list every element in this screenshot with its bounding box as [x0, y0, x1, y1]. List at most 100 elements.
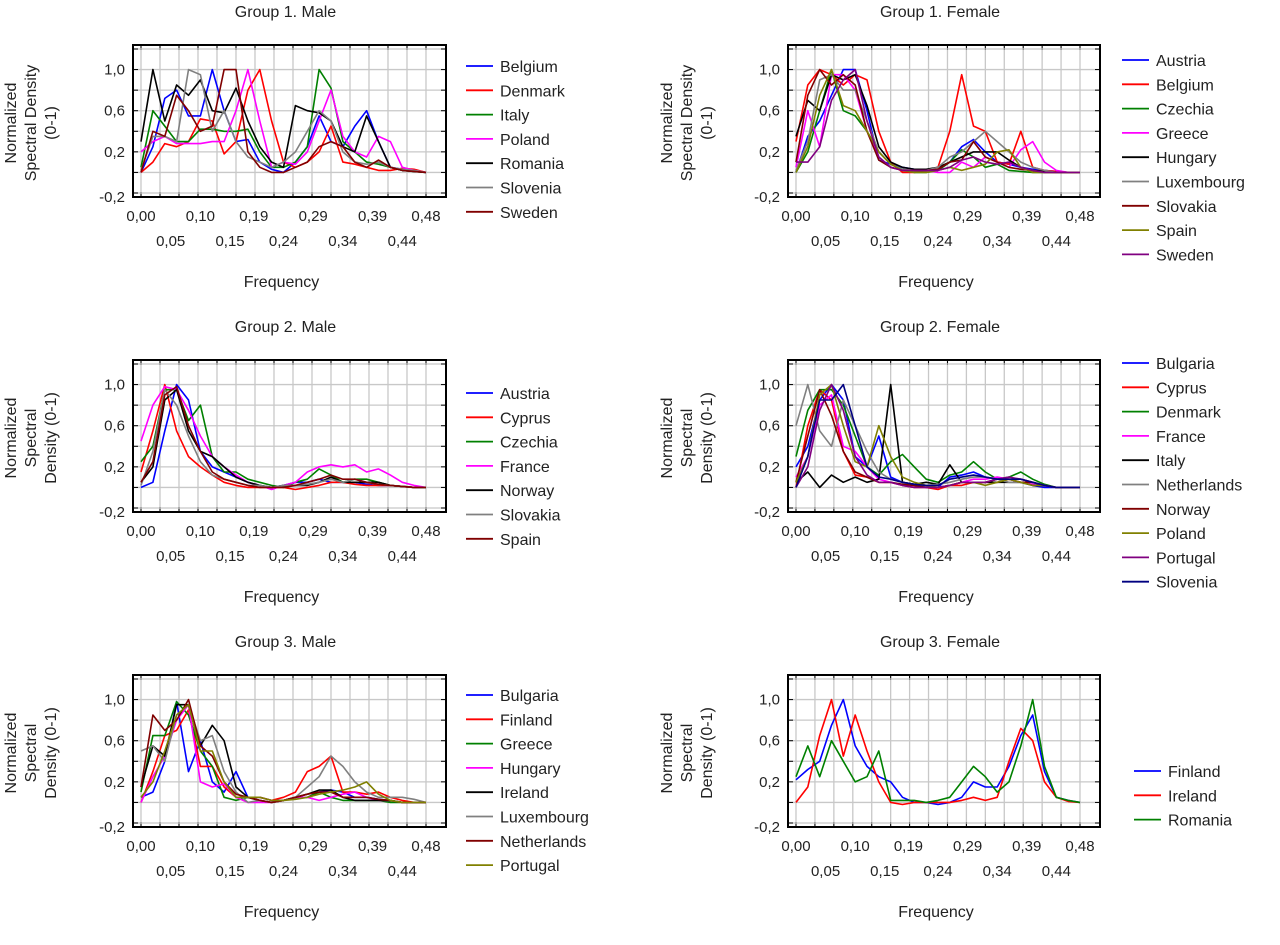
y-axis-label: Spectral — [679, 409, 696, 468]
x-tick-label: 0,44 — [1042, 863, 1071, 880]
x-tick-label: 0,10 — [186, 838, 215, 855]
legend-item-slovakia: Slovakia — [466, 508, 561, 525]
grid — [133, 675, 446, 827]
x-tick-label: 0,29 — [299, 838, 328, 855]
series-line-belgium — [140, 68, 427, 174]
series-line-denmark — [795, 388, 1080, 489]
x-tick-label: 0,24 — [923, 863, 952, 880]
x-tick-label: 0,24 — [269, 863, 298, 880]
legend-item-belgium: Belgium — [1122, 77, 1214, 94]
y-tick-label: 0,2 — [104, 459, 125, 476]
y-tick-label: -0,2 — [754, 504, 780, 521]
series-line-czechia — [140, 388, 426, 489]
x-tick-label: 0,48 — [1065, 838, 1094, 855]
x-tick-label: 0,39 — [358, 208, 387, 225]
x-tick-label: 0,15 — [215, 863, 244, 880]
legend-item-ireland: Ireland — [466, 785, 549, 802]
legend-item-cyprus: Cyprus — [466, 410, 551, 427]
legend-item-poland: Poland — [466, 132, 550, 149]
chart-panel-g2f: Group 2. Female -0,2 0,2 0,6 1,0 0,00 0,10 0,19… — [640, 315, 1280, 630]
x-tick-label: 0,00 — [126, 208, 155, 225]
legend-item-cyprus: Cyprus — [1122, 380, 1207, 397]
y-tick-label: 0,2 — [759, 459, 780, 476]
legend-label: Czechia — [500, 435, 558, 452]
x-axis-label: Frequency — [898, 904, 974, 921]
x-tick-label: 0,05 — [811, 863, 840, 880]
chart-svg: Group 3. Female -0,2 0,2 0,6 1,0 0,00 0,10 0,19… — [659, 634, 1232, 921]
legend-item-denmark: Denmark — [466, 83, 566, 100]
y-axis-label: Density (0-1) — [43, 392, 60, 484]
x-tick-label: 0,00 — [781, 838, 810, 855]
x-tick-label: 0,15 — [870, 863, 899, 880]
legend-item-italy: Italy — [1122, 453, 1185, 470]
legend: Belgium Denmark Italy Poland Romania Slovenia… — [466, 59, 566, 222]
legend-item-norway: Norway — [1122, 502, 1210, 519]
chart-svg: Group 2. Male-0,20,20,61,00,00 0,10 0,19 0,… — [3, 319, 561, 606]
plot-frame — [132, 359, 447, 513]
y-tick-label: -0,2 — [754, 189, 780, 206]
legend-label: Cyprus — [1156, 380, 1207, 397]
legend-label: Bulgaria — [1156, 356, 1215, 373]
series-line-slovakia — [140, 388, 426, 489]
x-axis-label: Frequency — [244, 274, 320, 291]
y-axis-label: (0-1) — [43, 106, 60, 140]
y-axis-label: Normalized — [3, 83, 20, 164]
y-axis-label: Normalized — [3, 398, 20, 479]
legend-item-portugal: Portugal — [1122, 550, 1216, 567]
legend-label: Slovakia — [1156, 199, 1217, 216]
legend: Bulgaria Cyprus Denmark France Italy Netherla… — [1122, 356, 1242, 592]
x-tick-label: 0,34 — [328, 548, 357, 565]
x-tick-label: 0,29 — [953, 523, 982, 540]
series-line-cyprus — [140, 383, 426, 491]
x-tick-label: 0,19 — [894, 838, 923, 855]
x-tick-label: 0,44 — [388, 548, 417, 565]
x-tick-label: 0,39 — [358, 523, 387, 540]
y-tick-label: 1,0 — [759, 692, 780, 709]
legend-label: Portugal — [1156, 550, 1216, 567]
legend-item-denmark: Denmark — [1122, 405, 1222, 422]
legend: Finland Ireland Romania — [1134, 764, 1232, 830]
x-tick-label: 0,29 — [299, 208, 328, 225]
x-tick-label: 0,19 — [239, 838, 268, 855]
y-tick-label: 1,0 — [759, 62, 780, 79]
legend-item-czechia: Czechia — [466, 435, 558, 452]
y-axis-label: Density (0-1) — [43, 707, 60, 799]
y-tick-label: 0,6 — [759, 733, 780, 750]
chart-svg: Group 1. Female -0,2 0,2 0,6 1,0 0,00 0,10 0,19… — [659, 4, 1245, 291]
x-tick-label: 0,24 — [923, 548, 952, 565]
legend-label: Norway — [1156, 502, 1210, 519]
legend-item-hungary: Hungary — [466, 761, 560, 778]
y-tick-label: 0,2 — [104, 774, 125, 791]
series-line-finland — [795, 698, 1081, 806]
chart-panel-g3f: Group 3. Female -0,2 0,2 0,6 1,0 0,00 0,10 0,19… — [640, 630, 1280, 945]
x-tick-label: 0,48 — [411, 523, 440, 540]
legend-label: Slovakia — [500, 508, 561, 525]
x-tick-label: 0,44 — [1042, 233, 1071, 250]
y-tick-label: -0,2 — [99, 819, 125, 836]
legend-label: Luxembourg — [1156, 175, 1245, 192]
x-axis-label: Frequency — [898, 589, 974, 606]
legend-item-slovenia: Slovenia — [1122, 575, 1217, 592]
legend-item-greece: Greece — [466, 737, 553, 754]
legend-item-austria: Austria — [1122, 53, 1206, 70]
legend-label: Spain — [1156, 223, 1197, 240]
chart-svg: Group 2. Female -0,2 0,2 0,6 1,0 0,00 0,10 0,19… — [659, 319, 1242, 606]
legend-label: Slovenia — [500, 181, 561, 198]
x-tick-label: 0,15 — [215, 548, 244, 565]
series-line-luxembourg — [795, 73, 1080, 174]
legend-label: Greece — [500, 737, 553, 754]
x-tick-label: 0,48 — [1065, 208, 1094, 225]
chart-title: Group 3. Male — [235, 634, 336, 651]
x-tick-label: 0,34 — [328, 863, 357, 880]
y-axis-label: Normalized — [659, 398, 676, 479]
x-tick-label: 0,10 — [186, 208, 215, 225]
y-tick-label: 0,6 — [104, 733, 125, 750]
y-axis-label: Normalized — [659, 83, 676, 164]
x-tick-label: 0,05 — [156, 863, 185, 880]
y-tick-label: 0,2 — [104, 144, 125, 161]
series-line-sweden — [140, 68, 427, 174]
x-tick-label: 0,48 — [411, 838, 440, 855]
x-tick-label: 0,00 — [781, 208, 810, 225]
chart-title: Group 3. Female — [880, 634, 1000, 651]
legend-label: Austria — [1156, 53, 1206, 70]
